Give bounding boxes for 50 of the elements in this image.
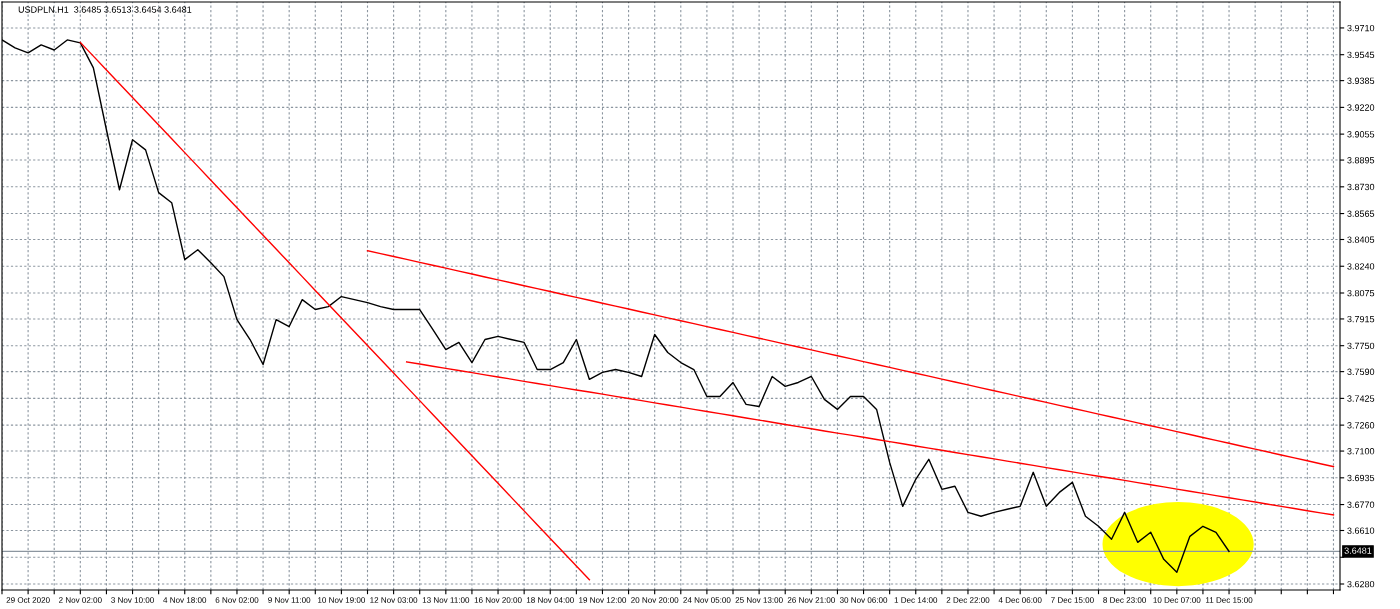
x-tick-label: 30 Nov 06:00 (839, 597, 888, 603)
y-tick-label: 3.8895 (1347, 157, 1375, 164)
y-tick-label: 3.6610 (1347, 527, 1375, 534)
x-tick-label: 2 Nov 02:00 (59, 597, 102, 603)
y-tick-label: 3.7915 (1347, 315, 1375, 323)
x-tick-label: 25 Nov 13:00 (735, 597, 783, 603)
x-tick-label: 11 Dec 15:00 (1206, 597, 1253, 603)
y-tick-label: 3.7425 (1347, 395, 1375, 402)
y-tick-label: 3.9055 (1347, 131, 1375, 138)
x-tick-label: 10 Nov 19:00 (318, 597, 366, 603)
x-tick-label: 4 Nov 18:00 (163, 597, 207, 603)
line-series (79, 41, 591, 581)
y-tick-label: 3.7100 (1347, 448, 1375, 455)
chart-title: USDPLN.H1 3.6485 3.6513 3.6454 3.6481 (18, 6, 192, 13)
y-tick-label: 3.9710 (1347, 24, 1375, 32)
y-tick-label: 3.7750 (1347, 342, 1375, 350)
y-tick-label: 3.7590 (1347, 368, 1375, 375)
ref-line-label: 3.6481 (1344, 547, 1372, 554)
y-tick-label: 3.9385 (1347, 77, 1375, 84)
x-tick-label: 29 Oct 2020 (6, 597, 50, 603)
y-tick-label: 3.8565 (1347, 210, 1375, 217)
x-tick-label: 3 Nov 10:00 (111, 597, 154, 603)
x-tick-label: 7 Dec 15:00 (1051, 597, 1094, 603)
x-tick-label: 2 Dec 22:00 (946, 597, 990, 603)
y-tick-label: 3.8405 (1347, 236, 1375, 243)
y-tick-label: 3.7260 (1347, 422, 1375, 429)
y-tick-label: 3.8075 (1347, 289, 1375, 297)
line-series (405, 361, 1335, 516)
y-tick-label: 3.9545 (1347, 51, 1375, 59)
x-tick-label: 12 Nov 03:00 (370, 597, 418, 603)
y-tick-label: 3.8240 (1347, 263, 1375, 270)
x-tick-label: 10 Dec 07:00 (1153, 597, 1201, 603)
x-tick-label: 19 Nov 12:00 (579, 597, 627, 603)
x-tick-label: 18 Nov 04:00 (526, 597, 574, 603)
x-tick-label: 13 Nov 11:00 (422, 597, 470, 603)
x-tick-label: 20 Nov 20:00 (631, 597, 679, 603)
x-tick-label: 8 Dec 23:00 (1103, 597, 1147, 603)
y-tick-label: 3.6280 (1347, 580, 1375, 588)
x-tick-label: 24 Nov 05:00 (683, 597, 731, 603)
y-tick-label: 3.9220 (1347, 104, 1375, 111)
x-tick-label: 1 Dec 14:00 (894, 597, 938, 603)
x-tick-label: 16 Nov 20:00 (474, 597, 522, 603)
y-tick-label: 3.6770 (1347, 501, 1375, 508)
x-tick-label: 26 Nov 21:00 (787, 597, 835, 603)
y-tick-label: 3.6935 (1347, 474, 1375, 482)
x-tick-label: 6 Nov 02:00 (215, 597, 259, 603)
x-tick-label: 4 Dec 06:00 (998, 597, 1042, 603)
y-tick-label: 3.8730 (1347, 183, 1375, 191)
x-tick-label: 9 Nov 11:00 (268, 597, 311, 603)
line-series (366, 249, 1335, 468)
